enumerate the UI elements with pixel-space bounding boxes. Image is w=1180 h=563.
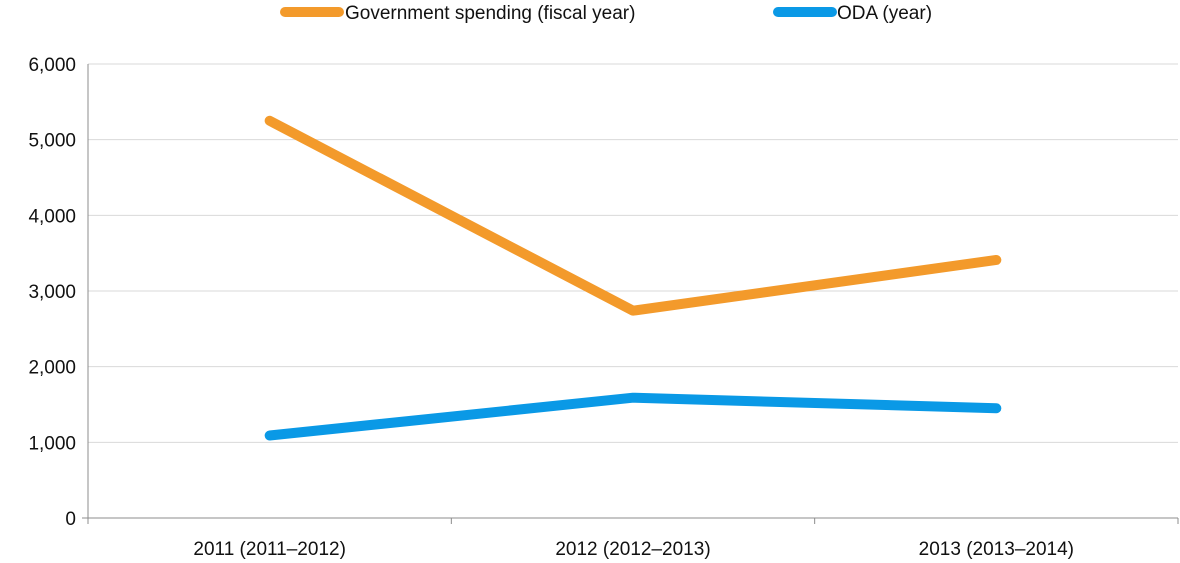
x-tick-label: 2012 (2012–2013) [555,539,710,560]
series-line-1 [264,392,1002,441]
series-line-0 [264,115,1002,316]
x-axis-ticks: 2011 (2011–2012) 2012 (2012–2013) 2013 (20… [193,539,1074,560]
y-tick-label: 5,000 [28,131,76,152]
y-tick-label: 6,000 [28,55,76,76]
y-tick-label: 2,000 [28,358,76,379]
x-tick-label: 2013 (2013–2014) [919,539,1074,560]
y-axis-ticks: 0 1,000 2,000 3,000 4,000 5,000 6,000 [28,55,76,530]
legend-label: ODA (year) [837,3,932,24]
x-tick-label: 2011 (2011–2012) [193,539,345,560]
y-tick-label: 3,000 [28,282,76,303]
y-tick-label: 4,000 [28,206,76,227]
y-tick-label: 0 [65,509,76,530]
gridlines [88,63,1178,443]
legend-label: Government spending (fiscal year) [345,3,635,24]
y-tick-label: 1,000 [28,433,76,454]
legend: Government spending (fiscal year) ODA (ye… [280,3,932,24]
series-lines [264,115,1002,441]
axes [82,64,1179,524]
